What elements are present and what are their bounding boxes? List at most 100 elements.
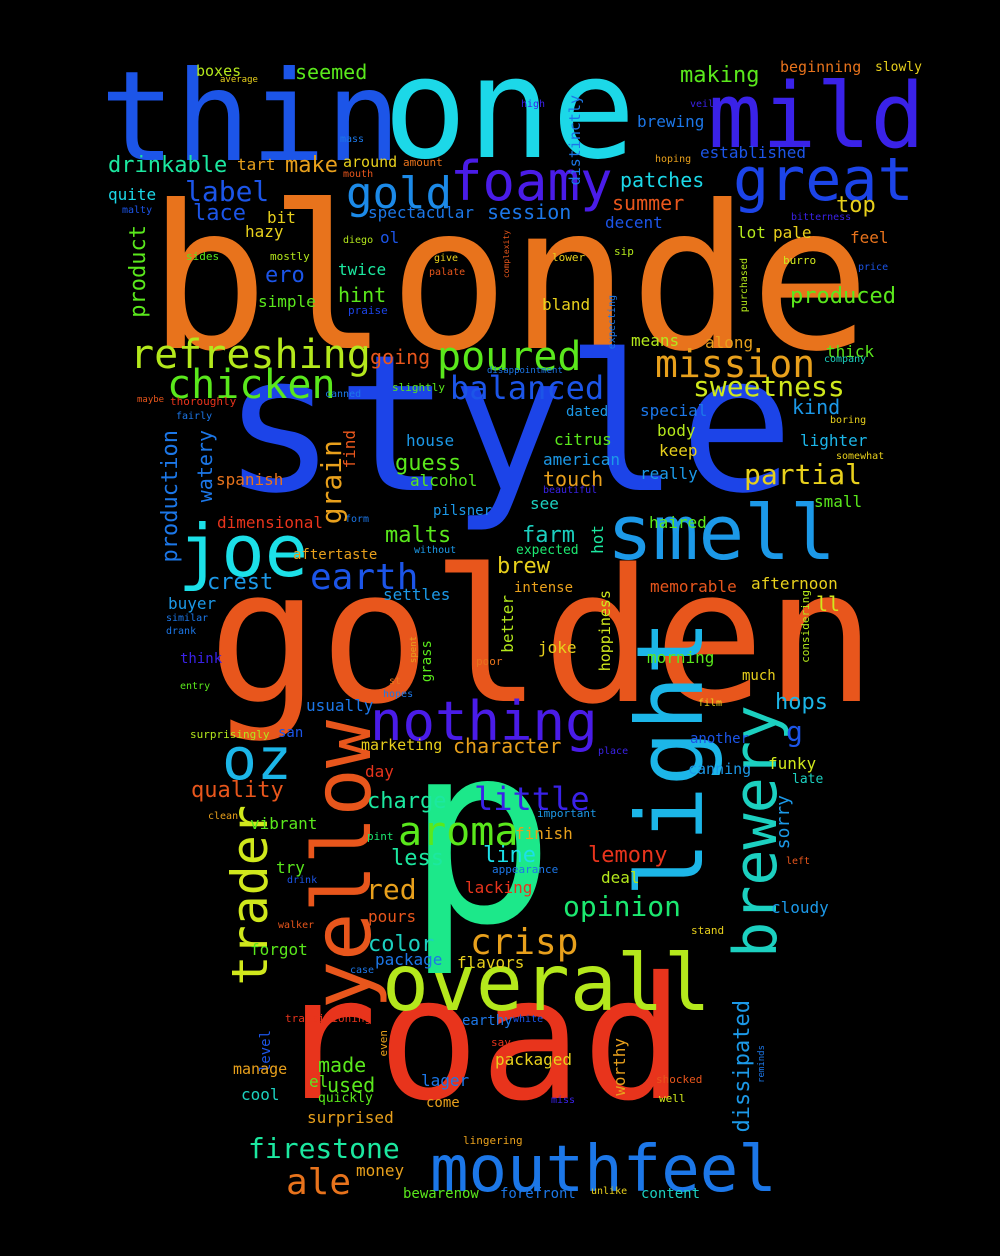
cloud-word-complexity: complexity [502, 230, 511, 279]
cloud-word-malts: malts [385, 523, 452, 548]
cloud-word-hops: hops [775, 690, 828, 715]
cloud-word-crisp: crisp [470, 922, 579, 963]
cloud-word-surprised: surprised [307, 1108, 394, 1127]
cloud-word-quickly: quickly [318, 1091, 373, 1106]
cloud-word-even: even [377, 1030, 390, 1057]
cloud-word-surprisingly: surprisingly [190, 728, 270, 741]
cloud-word-place: place [598, 746, 629, 757]
cloud-word-opinion: opinion [563, 890, 682, 923]
cloud-word-production: production [158, 430, 183, 563]
cloud-word-stand: stand [691, 924, 725, 937]
cloud-word-finish: finish [515, 824, 573, 843]
cloud-word-late: late [792, 772, 824, 787]
cloud-word-hot: hot [588, 525, 607, 554]
cloud-word-hoping: hoping [655, 154, 692, 165]
cloud-word-much: much [742, 668, 776, 684]
cloud-word-ale: ale [286, 1162, 352, 1203]
cloud-word-patches: patches [620, 168, 705, 192]
cloud-word-drink: drink [287, 875, 318, 886]
cloud-word-body: body [657, 421, 696, 440]
cloud-word-g: g [786, 715, 803, 748]
cloud-word-form: form [345, 514, 370, 525]
cloud-word-chicken: chicken [167, 362, 336, 408]
cloud-word-canned: canned [325, 389, 362, 400]
cloud-word-intense: intense [514, 580, 574, 596]
cloud-word-spent: spent [409, 636, 419, 664]
cloud-word-sip: sip [614, 245, 634, 258]
cloud-word-white: white [513, 1014, 544, 1025]
cloud-word-reminds: reminds [757, 1045, 767, 1083]
cloud-word-memorable: memorable [650, 577, 737, 596]
cloud-word-transitioning: transitioning [285, 1012, 372, 1025]
cloud-word-quite: quite [108, 185, 157, 204]
cloud-word-one: one [383, 28, 636, 191]
cloud-word-mouth: mouth [343, 169, 374, 180]
cloud-word-around: around [343, 153, 398, 171]
cloud-word-hazy: hazy [245, 222, 284, 241]
cloud-word-appearance: appearance [492, 863, 559, 876]
cloud-word-feel: feel [850, 228, 889, 247]
cloud-word-funky: funky [768, 754, 817, 773]
cloud-word-pint: pint [367, 830, 394, 843]
cloud-word-day: day [365, 762, 394, 781]
cloud-word-top: top [836, 193, 876, 218]
cloud-word-amount: amount [403, 156, 443, 169]
cloud-word-money: money [356, 1161, 405, 1180]
cloud-word-lower: lower [552, 251, 586, 264]
cloud-word-watery: watery [193, 430, 217, 503]
cloud-word-dated: dated [566, 404, 609, 420]
cloud-word-without: without [414, 545, 457, 556]
cloud-word-pale: pale [773, 223, 812, 242]
cloud-word-balanced: balanced [450, 369, 605, 407]
cloud-word-cool: cool [241, 1085, 280, 1104]
cloud-word-mostly: mostly [270, 250, 310, 263]
cloud-word-summer: summer [612, 191, 685, 215]
cloud-word-along: along [705, 333, 754, 352]
cloud-word-house: house [406, 431, 455, 450]
cloud-word-made: made [318, 1053, 367, 1077]
cloud-word-palate: palate [429, 267, 466, 278]
cloud-word-established: established [700, 143, 806, 162]
cloud-word-hint: hint [338, 283, 387, 307]
cloud-word-used: used [327, 1073, 376, 1097]
cloud-word-make: make [285, 153, 338, 178]
cloud-word-slowly: slowly [875, 60, 922, 75]
cloud-word-quality: quality [191, 778, 284, 803]
cloud-word-dissipated: dissipated [730, 1000, 755, 1133]
cloud-word-ero: ero [265, 263, 305, 288]
cloud-word-lingering: lingering [463, 1134, 523, 1147]
cloud-word-sweetness: sweetness [693, 370, 845, 403]
cloud-word-similar: similar [166, 613, 209, 624]
cloud-word-deal: deal [601, 868, 640, 887]
cloud-word-small: small [814, 492, 863, 511]
cloud-word-bland: bland [542, 295, 591, 314]
cloud-word-try: try [276, 858, 305, 877]
cloud-word-overall: overall [382, 939, 711, 1029]
cloud-word-canning: canning [688, 760, 752, 778]
cloud-word-average: average [220, 75, 258, 85]
cloud-word-thick: thick [826, 342, 875, 361]
cloud-word-say: say [491, 1036, 511, 1049]
cloud-word-style: style [222, 314, 794, 535]
cloud-word-well: well [659, 1092, 686, 1105]
cloud-word-great: great [733, 145, 914, 215]
cloud-word-another: another [690, 731, 750, 747]
cloud-word-content: content [641, 1186, 701, 1202]
cloud-word-simple: simple [258, 292, 316, 311]
cloud-word-beautiful: beautiful [543, 485, 598, 496]
cloud-word-malty: malty [122, 205, 153, 216]
cloud-word-drank: drank [166, 626, 197, 637]
cloud-word-forefront: forefront [500, 1186, 576, 1202]
cloud-word-buyer: buyer [168, 594, 217, 613]
cloud-word-hopes: hopes [383, 689, 414, 700]
cloud-word-color: color [368, 932, 435, 957]
cloud-word-fairly: fairly [176, 411, 213, 422]
cloud-word-maybe: maybe [137, 395, 165, 405]
cloud-word-high: high [521, 99, 546, 110]
cloud-word-film: film [698, 698, 723, 709]
cloud-word-find: find [340, 430, 359, 469]
cloud-word-alcohol: alcohol [410, 471, 478, 490]
cloud-word-morning: morning [647, 648, 715, 667]
cloud-word-charge: charge [367, 789, 447, 814]
